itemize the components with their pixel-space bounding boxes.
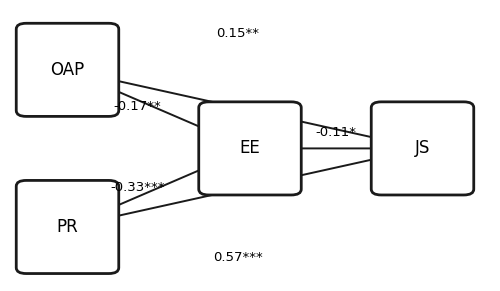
FancyBboxPatch shape <box>371 102 474 195</box>
FancyBboxPatch shape <box>198 102 301 195</box>
Text: -0.17**: -0.17** <box>114 100 162 113</box>
FancyBboxPatch shape <box>16 23 119 116</box>
Text: OAP: OAP <box>50 61 84 79</box>
Text: -0.11*: -0.11* <box>316 126 356 139</box>
Text: 0.57***: 0.57*** <box>212 251 262 264</box>
FancyBboxPatch shape <box>16 180 119 274</box>
Text: JS: JS <box>415 139 430 157</box>
Text: -0.33***: -0.33*** <box>110 181 165 194</box>
Text: EE: EE <box>240 139 260 157</box>
Text: PR: PR <box>56 218 78 236</box>
Text: 0.15**: 0.15** <box>216 27 259 40</box>
